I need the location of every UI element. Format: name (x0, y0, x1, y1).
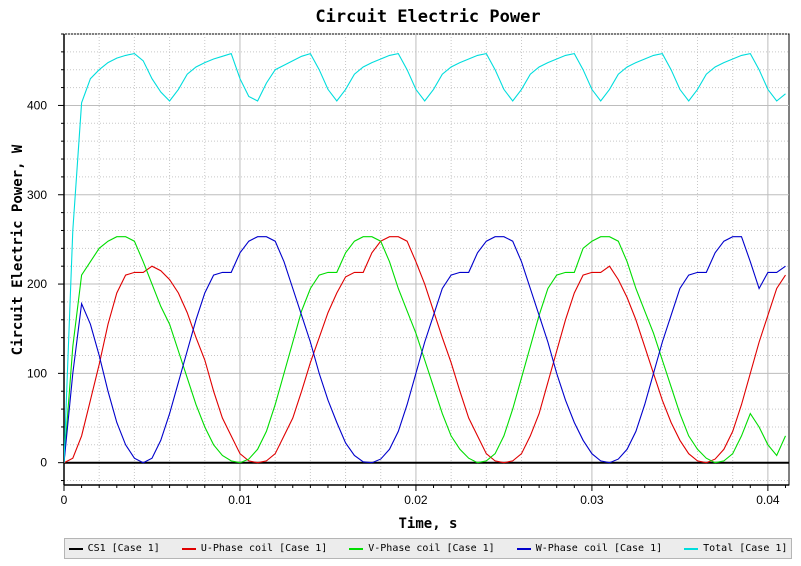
x-tick-label: 0 (61, 493, 68, 507)
series-line-v-phase-coil-case-1 (64, 236, 787, 464)
y-tick-label: 0 (40, 456, 47, 470)
series-line-total-case-1 (64, 52, 786, 463)
x-tick-label: 0.03 (580, 493, 604, 507)
y-tick-label: 400 (27, 98, 47, 112)
legend-label: CS1 [Case 1] (87, 543, 160, 554)
legend-item-v-phase-coil-case-1: V-Phase coil [Case 1] (349, 543, 495, 554)
legend-item-cs1-case-1: CS1 [Case 1] (68, 543, 160, 554)
legend-item-u-phase-coil-case-1: U-Phase coil [Case 1] (181, 543, 328, 554)
series-line-w-phase-coil-case-1 (64, 236, 786, 464)
x-tick-label: 0.04 (756, 493, 780, 507)
legend-swatch (68, 547, 83, 550)
legend-item-w-phase-coil-case-1: W-Phase coil [Case 1] (516, 543, 663, 554)
x-tick-label: 0.01 (228, 493, 252, 507)
legend-label: V-Phase coil [Case 1] (368, 543, 495, 554)
legend-label: W-Phase coil [Case 1] (535, 543, 663, 554)
y-tick-label: 100 (27, 366, 47, 380)
plot-frame (63, 33, 790, 486)
legend-label: U-Phase coil [Case 1] (200, 543, 328, 554)
y-tick-label: 300 (27, 188, 47, 202)
legend: CS1 [Case 1] U-Phase coil [Case 1] V-Phase… (64, 538, 792, 559)
legend-swatch (516, 547, 531, 550)
y-tick-label: 200 (27, 277, 47, 291)
plot-area: 0 0.01 0.02 0.03 0.04 0 100 200 300 400 (27, 33, 790, 507)
series-line-u-phase-coil-case-1 (64, 236, 786, 464)
legend-item-total-case-1: Total [Case 1] (684, 543, 787, 554)
legend-label: Total [Case 1] (703, 543, 788, 554)
legend-swatch (181, 547, 196, 550)
legend-swatch (684, 547, 699, 550)
x-axis-label: Time, s (398, 516, 457, 532)
chart-title: Circuit Electric Power (315, 7, 540, 27)
y-axis-label: Circuit Electric Power, W (10, 144, 26, 355)
legend-swatch (349, 547, 364, 550)
x-tick-label: 0.02 (404, 493, 428, 507)
